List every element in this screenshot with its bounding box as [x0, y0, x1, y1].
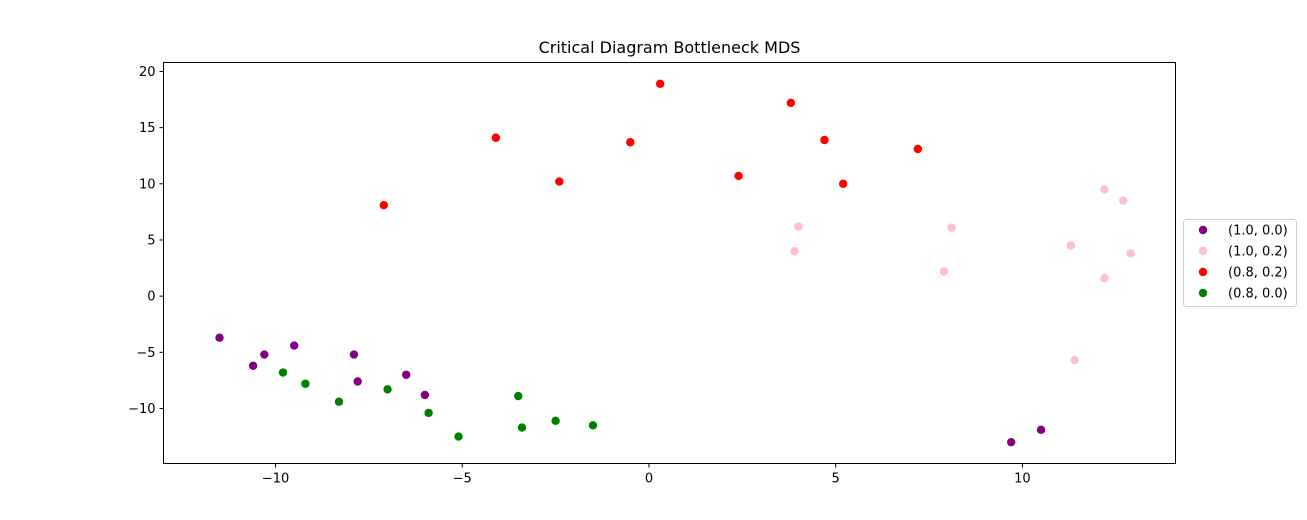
data-point: [588, 421, 598, 430]
x-tick-label: −10: [262, 472, 289, 487]
y-tick-label: 15: [139, 121, 156, 136]
data-point: [786, 98, 796, 108]
data-point: [379, 200, 389, 210]
x-tick-label: 10: [1014, 472, 1031, 487]
data-point: [1119, 196, 1128, 205]
data-point: [1100, 185, 1109, 194]
legend-marker: [1198, 267, 1208, 277]
plot-area-frame: [163, 62, 1176, 464]
data-point: [820, 135, 829, 145]
data-point: [1100, 273, 1109, 283]
data-point: [1036, 425, 1046, 435]
data-point: [514, 391, 523, 401]
series-3: [379, 79, 923, 210]
data-point: [517, 423, 527, 432]
x-axis: −10 −5 0 5 10: [262, 463, 1031, 487]
data-point: [947, 223, 956, 232]
data-point: [353, 377, 362, 386]
data-point: [626, 138, 635, 147]
data-point: [402, 370, 411, 379]
data-point: [491, 133, 501, 142]
y-tick-label: 10: [139, 177, 156, 192]
series-2: [790, 185, 1135, 365]
data-point: [420, 390, 430, 400]
data-point: [260, 350, 269, 359]
legend-label: (0.8, 0.0): [1228, 287, 1288, 302]
legend-marker: [1198, 246, 1208, 256]
data-point: [290, 341, 299, 350]
data-point: [734, 171, 743, 181]
y-axis: −10 −5 0 5 10 15 20: [128, 65, 164, 417]
data-point: [555, 177, 564, 186]
data-point: [424, 408, 433, 418]
data-point: [248, 361, 258, 370]
x-tick-label: 0: [645, 472, 653, 487]
data-point: [215, 333, 224, 342]
data-point: [1070, 355, 1079, 365]
legend-frame: [1183, 219, 1297, 307]
data-point: [349, 350, 359, 359]
y-tick-label: 0: [147, 290, 155, 305]
legend: (1.0, 0.0) (1.0, 0.2) (0.8, 0.2) (0.8, 0.0): [1183, 219, 1297, 307]
data-point: [790, 247, 799, 256]
data-point: [913, 144, 923, 154]
legend-label: (1.0, 0.2): [1228, 245, 1288, 260]
data-point: [278, 368, 288, 377]
data-point: [454, 432, 463, 441]
legend-label: (1.0, 0.0): [1228, 224, 1288, 239]
y-tick-label: 5: [147, 233, 155, 248]
data-point: [301, 379, 310, 388]
data-point: [939, 267, 949, 276]
series-4: [278, 368, 598, 441]
series-1: [215, 333, 1046, 447]
x-tick-label: 5: [832, 472, 840, 487]
legend-marker: [1198, 288, 1208, 298]
chart-title: Critical Diagram Bottleneck MDS: [539, 38, 801, 57]
data-point: [551, 416, 560, 426]
legend-marker: [1198, 225, 1208, 235]
y-tick-label: −10: [128, 402, 155, 417]
data-point: [334, 397, 344, 406]
y-tick-label: 20: [139, 65, 156, 80]
data-point: [655, 79, 665, 89]
data-point: [383, 385, 392, 394]
data-point: [1006, 437, 1016, 447]
points-layer: [215, 79, 1135, 447]
data-point: [1126, 249, 1135, 258]
y-tick-label: −5: [136, 346, 155, 361]
legend-label: (0.8, 0.2): [1228, 266, 1288, 281]
data-point: [1066, 241, 1076, 250]
data-point: [794, 222, 803, 231]
x-tick-label: −5: [453, 472, 472, 487]
data-point: [838, 179, 848, 189]
